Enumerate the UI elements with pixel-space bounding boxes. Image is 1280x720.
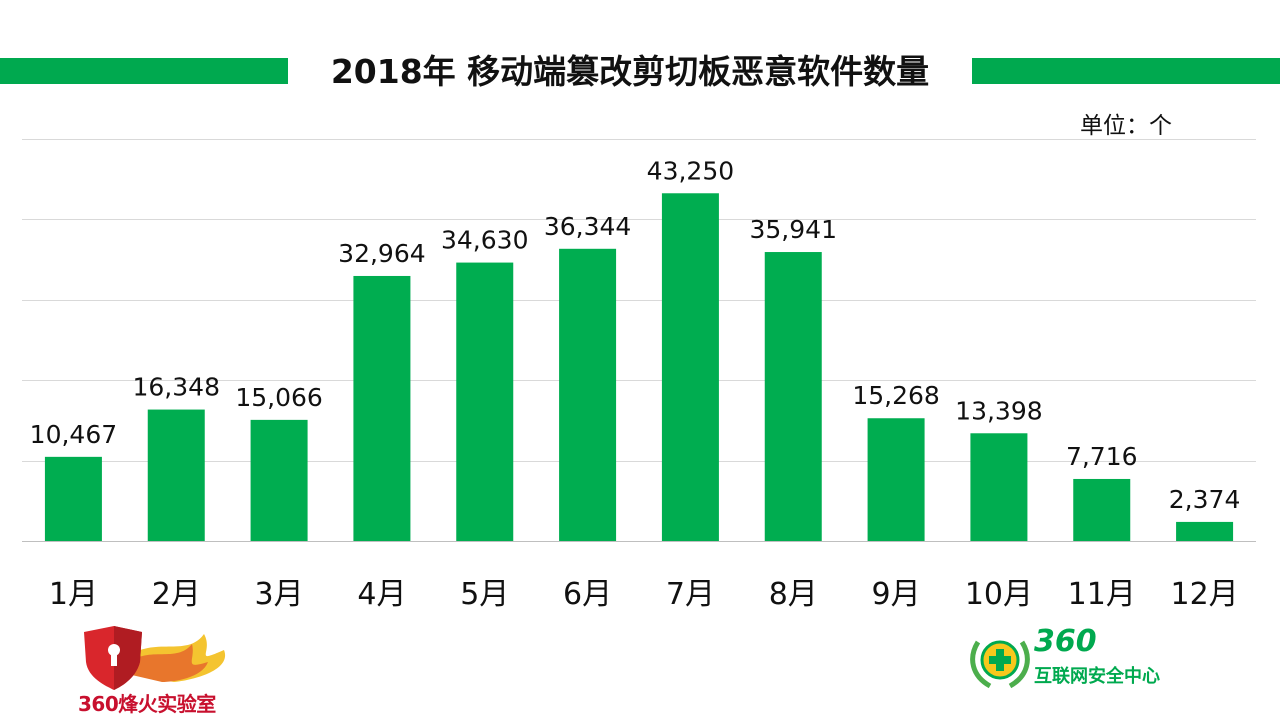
bar [1073,478,1131,541]
title-accent-bar-left [0,58,288,84]
data-label: 36,344 [544,212,631,241]
bar [764,252,822,541]
x-tick-label: 8月 [769,577,818,612]
x-tick-label: 2月 [152,577,201,612]
bar [1176,521,1234,541]
security-center-logo: 360 互联网安全中心 [968,624,1198,690]
plus-laurel-icon [970,640,1030,689]
fire-lab-logo-text: 360烽火实验室 [78,692,216,716]
x-tick-label: 12月 [1170,577,1238,612]
gridlines [22,139,1256,542]
data-label: 32,964 [338,239,425,268]
bar [559,248,617,541]
brand-number: 360 [1034,624,1097,659]
title-accent-bar-right [972,58,1280,84]
x-tick-label: 6月 [563,577,612,612]
bar [456,262,514,541]
x-tick-labels: 1月 2月 3月 4月 5月 6月 7月 8月 9月 10月 11月 12月 [49,577,1239,612]
x-tick-label: 9月 [872,577,921,612]
bar [867,418,925,541]
bar [44,456,102,541]
x-tick-label: 7月 [666,577,715,612]
value-labels: 10,467 16,348 15,066 32,964 34,630 36,344 43,2… [30,156,1241,514]
bar [147,409,205,541]
bar [661,193,719,541]
x-tick-label: 3月 [255,577,304,612]
x-tick-label: 4月 [357,577,406,612]
x-tick-label: 1月 [49,577,98,612]
data-label: 34,630 [441,226,528,255]
data-label: 13,398 [955,396,1042,425]
x-tick-label: 5月 [460,577,509,612]
x-tick-label: 11月 [1068,577,1136,612]
x-tick-label: 10月 [965,577,1033,612]
data-label: 10,467 [30,420,117,449]
bar [353,275,411,541]
bar [250,419,308,541]
fire-lab-logo: 360烽火实验室 [74,622,250,716]
data-label: 15,268 [852,381,939,410]
bars [44,193,1234,541]
data-label: 43,250 [647,156,734,185]
data-label: 7,716 [1066,442,1138,471]
unit-label: 单位：个 [1080,113,1172,139]
brand-name: 互联网安全中心 [1034,666,1160,687]
data-label: 15,066 [235,383,322,412]
data-label: 35,941 [750,215,837,244]
fire-shield-icon [84,626,226,690]
data-label: 2,374 [1169,485,1241,514]
chart-title: 2018年 移动端篡改剪切板恶意软件数量 [330,52,930,91]
bar [970,433,1028,541]
data-label: 16,348 [133,373,220,402]
